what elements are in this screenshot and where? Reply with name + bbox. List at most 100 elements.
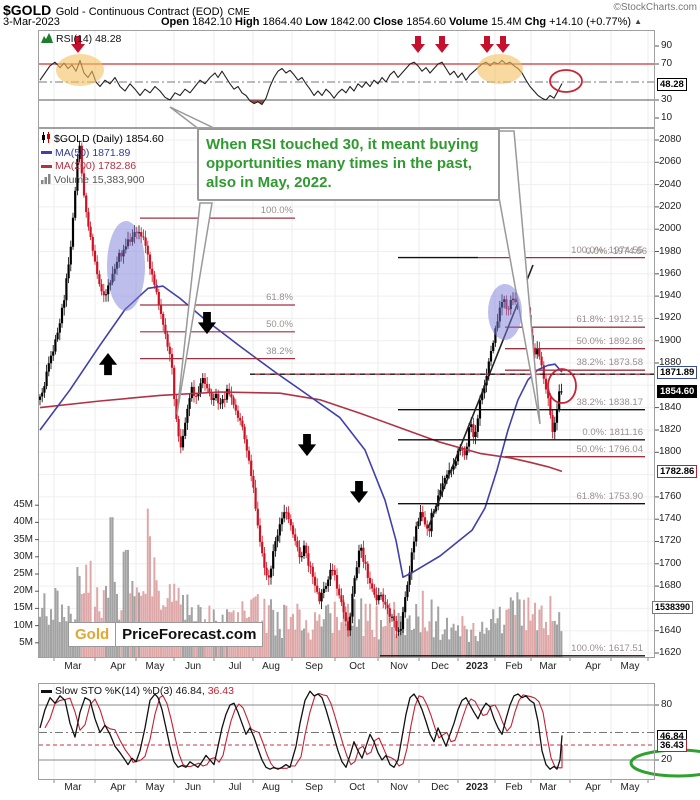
x-axis-month-label: Apr: [110, 782, 126, 793]
rsi-red-circle-annotation: [549, 69, 583, 93]
watermark-rest: PriceForecast.com: [116, 622, 264, 647]
price-axis-tick-label: 1820: [659, 424, 682, 435]
x-axis-month-label: Sep: [305, 782, 323, 793]
volume-axis-tick-label: 15M: [13, 602, 33, 613]
x-axis-month-label: Dec: [431, 782, 449, 793]
volume-axis-tick-label: 10M: [13, 620, 33, 631]
rsi-panel-border: [38, 30, 655, 128]
watermark-logo[interactable]: Gold PriceForecast.com: [68, 622, 264, 647]
fib-label: 38.2%: [266, 346, 293, 357]
quote-date: 3-Mar-2023: [3, 16, 60, 28]
volume-axis-tick-label: 45M: [13, 499, 33, 510]
x-axis-month-label: 2023: [465, 661, 489, 672]
x-axis-month-label: Apr: [585, 782, 601, 793]
candlestick-icon: [42, 132, 50, 143]
x-axis-month-label: Apr: [585, 661, 601, 672]
price-axis-tick-label: 2080: [659, 134, 682, 145]
ohlc-values: Open 1842.10 High 1864.40 Low 1842.00 Cl…: [161, 16, 642, 28]
volume-bars-icon: [41, 173, 51, 184]
highlight-ellipse-orange: [56, 54, 104, 86]
x-axis-month-label: Feb: [505, 782, 523, 793]
price-panel: [38, 128, 655, 658]
price-axis-tick-label: 2020: [659, 201, 682, 212]
fib-label: 61.8%: 1753.90: [576, 491, 643, 502]
price-down-arrow-icon: [297, 434, 317, 457]
price-axis-tick-label: 1940: [659, 290, 682, 301]
rsi-axis-tick-label: 10: [661, 112, 673, 123]
highlight-ellipse-orange: [477, 54, 523, 84]
volume-axis-tick-label: 35M: [13, 534, 33, 545]
stockcharts-copyright: ©StockCharts.com: [613, 2, 697, 13]
quote-field-value: 1854.60: [403, 16, 450, 28]
highlight-ellipse-purple: [488, 284, 522, 340]
fib-label: 61.8%: 1912.15: [576, 314, 643, 325]
rsi-axis-tick-label: 30: [661, 94, 673, 105]
x-axis-month-label: May: [145, 782, 165, 793]
x-axis-month-label: Jul: [228, 661, 242, 672]
price-marker-box: 1871.89: [657, 366, 698, 379]
volume-axis-tick-label: 40M: [13, 516, 33, 527]
price-legend: $GOLD (Daily) 1854.60 MA(50) 1871.89 MA(…: [41, 132, 164, 187]
price-red-circle-annotation: [547, 368, 577, 404]
price-axis-tick-label: 1680: [659, 580, 682, 591]
price-axis-tick-label: 1720: [659, 535, 682, 546]
quote-field-label: High: [235, 16, 260, 28]
price-axis-tick-label: 1980: [659, 246, 682, 257]
quote-field-label: Volume: [449, 16, 488, 28]
ma50-line-icon: [41, 151, 52, 155]
legend-ma200-row: MA(200) 1782.86: [41, 160, 164, 174]
fib-label: 50.0%: [266, 319, 293, 330]
price-axis-tick-label: 2040: [659, 179, 682, 190]
x-axis-month-label: Mar: [539, 782, 557, 793]
rsi-value-box: 48.28: [657, 78, 687, 91]
x-axis-month-label: Feb: [505, 661, 523, 672]
x-axis-month-label: Sep: [305, 661, 323, 672]
volume-axis-tick-label: 5M: [19, 637, 33, 648]
fib-label: 100.0%: [260, 205, 293, 216]
fib-label: 38.2%: 1838.17: [576, 397, 643, 408]
price-axis-tick-label: 1700: [659, 558, 682, 569]
sto-axis-tick-label: 80: [661, 699, 673, 710]
chart-header: $GOLD Gold - Continuous Contract (EOD) C…: [3, 2, 697, 20]
rsi-label: RSI(14) 48.28: [56, 33, 122, 45]
volume-axis-tick-label: 20M: [13, 585, 33, 596]
price-up-arrow-icon: [98, 353, 118, 376]
ma200-line: [39, 391, 563, 473]
sto-value-box: 36.43: [657, 739, 687, 752]
price-axis-tick-label: 1960: [659, 268, 682, 279]
price-axis-tick-label: 1760: [659, 491, 682, 502]
x-axis-month-label: Oct: [349, 782, 365, 793]
x-axis-month-label: Jul: [228, 782, 242, 793]
ma50-line: [39, 285, 563, 579]
fib-label: 0.0%: 1974.56: [585, 246, 647, 257]
x-axis-month-label: Oct: [349, 661, 365, 672]
callout-tail: [176, 202, 213, 415]
x-axis-month-label: Dec: [431, 661, 449, 672]
exchange-label: CME: [227, 7, 250, 18]
sto-k-line: [39, 690, 563, 770]
rsi-legend: RSI(14) 48.28: [41, 33, 121, 45]
quote-field-value: 1842.10: [189, 16, 235, 28]
rsi-down-arrow-icon: [496, 36, 510, 53]
price-axis-tick-label: 1640: [659, 625, 682, 636]
x-axis-month-label: Jun: [184, 782, 202, 793]
price-marker-box: 1538390: [652, 601, 694, 614]
x-axis-month-label: Aug: [262, 782, 280, 793]
rsi-down-arrow-icon: [71, 36, 85, 53]
x-axis-month-label: Mar: [539, 661, 557, 672]
quote-field-value: 1842.00: [327, 16, 374, 28]
ticker-symbol: $GOLD: [3, 2, 52, 18]
fib-label: 100.0%: 1974.55: [571, 245, 643, 256]
sto-label: Slow STO %K(14) %D(3) 46.84,: [55, 685, 205, 697]
x-axis-month-label: Mar: [64, 661, 82, 672]
x-axis-month-label: May: [620, 661, 640, 672]
x-axis-month-label: Apr: [110, 661, 126, 672]
quote-field-label: Close: [373, 16, 404, 28]
quote-field-label: Open: [161, 16, 190, 28]
quote-field-label: Low: [305, 16, 328, 28]
price-down-arrow-icon: [197, 312, 217, 335]
rsi-axis-tick-label: 90: [661, 40, 673, 51]
legend-ma50-row: MA(50) 1871.89: [41, 147, 164, 161]
fib-label: 100.0%: 1617.51: [571, 643, 643, 654]
